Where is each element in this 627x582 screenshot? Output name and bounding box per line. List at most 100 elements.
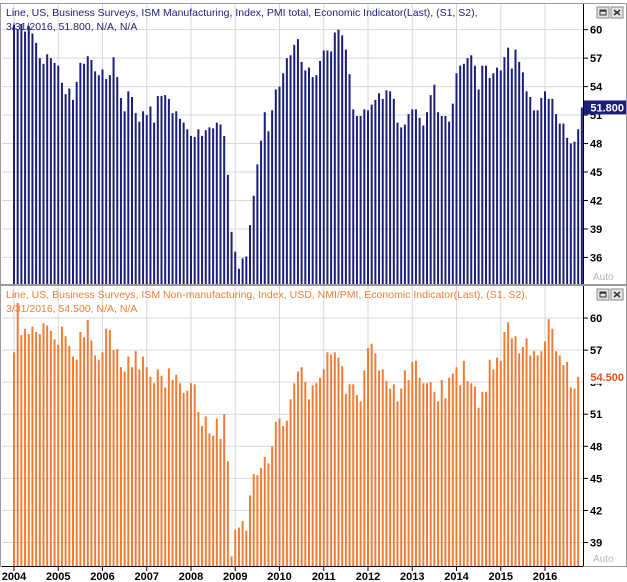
y-tick-label: 45 xyxy=(590,167,602,179)
data-bar xyxy=(437,401,440,566)
data-bar xyxy=(470,383,473,566)
data-bar xyxy=(348,384,351,566)
data-bar xyxy=(455,367,458,566)
data-bar xyxy=(278,418,281,566)
data-bar xyxy=(370,343,373,566)
data-bar xyxy=(315,75,318,285)
data-bar xyxy=(429,95,432,284)
y-tick-label: 48 xyxy=(590,139,602,151)
data-bar xyxy=(149,376,152,566)
data-bar xyxy=(540,97,543,285)
data-bar xyxy=(53,339,56,566)
data-bar xyxy=(326,50,329,284)
data-bar xyxy=(569,387,572,566)
data-bar xyxy=(577,376,580,566)
data-bar xyxy=(573,388,576,566)
x-tick-label: 2015 xyxy=(489,571,513,582)
restore-window-icon[interactable] xyxy=(596,6,610,19)
data-bar xyxy=(142,111,145,284)
data-bar xyxy=(532,110,535,284)
data-bar xyxy=(466,381,469,566)
data-bar xyxy=(35,331,38,566)
data-bar xyxy=(256,164,259,284)
data-bar xyxy=(248,495,251,566)
data-bar xyxy=(322,50,325,284)
data-bar xyxy=(178,383,181,566)
data-bar xyxy=(396,122,399,284)
data-bar xyxy=(341,35,344,284)
data-bar xyxy=(330,51,333,284)
data-bar xyxy=(156,96,159,284)
data-bar xyxy=(385,381,388,566)
data-bar xyxy=(201,135,204,284)
data-bar xyxy=(341,366,344,566)
data-bar xyxy=(138,121,141,284)
data-bar xyxy=(27,25,30,285)
auto-scale-badge[interactable]: Auto xyxy=(593,272,614,283)
data-bar xyxy=(326,352,329,566)
data-bar xyxy=(484,391,487,566)
data-bar xyxy=(42,323,45,566)
close-window-icon[interactable] xyxy=(610,6,624,19)
data-bar xyxy=(189,383,192,566)
y-tick-label: 36 xyxy=(590,252,602,264)
data-bar xyxy=(381,98,384,284)
data-bar xyxy=(555,114,558,285)
data-bar xyxy=(263,456,266,566)
data-bar xyxy=(64,336,67,566)
data-bar xyxy=(105,78,108,284)
data-bar xyxy=(330,354,333,566)
data-bar xyxy=(348,74,351,284)
data-bar xyxy=(473,65,476,284)
data-bar xyxy=(171,113,174,284)
data-bar xyxy=(274,89,277,284)
data-bar xyxy=(422,125,425,285)
data-bar xyxy=(263,112,266,284)
data-bar xyxy=(344,393,347,566)
data-bar xyxy=(555,351,558,566)
y-tick-label: 39 xyxy=(590,224,602,236)
data-bar xyxy=(186,390,189,566)
data-bar xyxy=(558,123,561,284)
data-bar xyxy=(31,33,34,284)
data-bar xyxy=(175,111,178,284)
data-bar xyxy=(90,60,93,284)
y-tick-label: 57 xyxy=(590,345,602,357)
data-bar xyxy=(344,49,347,284)
data-bar xyxy=(49,330,52,566)
data-bar xyxy=(462,63,465,284)
data-bar xyxy=(396,401,399,566)
restore-window-icon[interactable] xyxy=(596,288,610,301)
data-bar xyxy=(496,357,499,566)
y-tick-label: 60 xyxy=(590,25,602,37)
last-value-label: 54.500 xyxy=(590,372,624,384)
data-bar xyxy=(510,338,513,566)
data-bar xyxy=(400,127,403,284)
data-bar xyxy=(392,98,395,284)
data-bar xyxy=(355,116,358,284)
auto-scale-badge[interactable]: Auto xyxy=(593,554,614,565)
data-bar xyxy=(267,463,270,566)
data-bar xyxy=(31,326,34,566)
data-bar xyxy=(352,109,355,285)
data-bar xyxy=(414,109,417,285)
data-bar xyxy=(215,122,218,284)
data-bar xyxy=(547,319,550,566)
data-bar xyxy=(252,474,255,566)
x-tick-label: 2012 xyxy=(356,571,380,582)
data-bar xyxy=(119,367,122,566)
data-bar xyxy=(488,359,491,566)
data-bar xyxy=(94,355,97,566)
data-bar xyxy=(75,81,78,284)
data-bar xyxy=(503,331,506,566)
data-bar xyxy=(68,88,71,284)
close-window-icon[interactable] xyxy=(610,288,624,301)
data-bar xyxy=(252,195,255,284)
data-bar xyxy=(304,70,307,285)
data-bar xyxy=(101,352,104,566)
data-bar xyxy=(337,357,340,566)
data-bar xyxy=(90,340,93,566)
x-tick-label: 2004 xyxy=(2,571,27,582)
data-bar xyxy=(160,96,163,284)
